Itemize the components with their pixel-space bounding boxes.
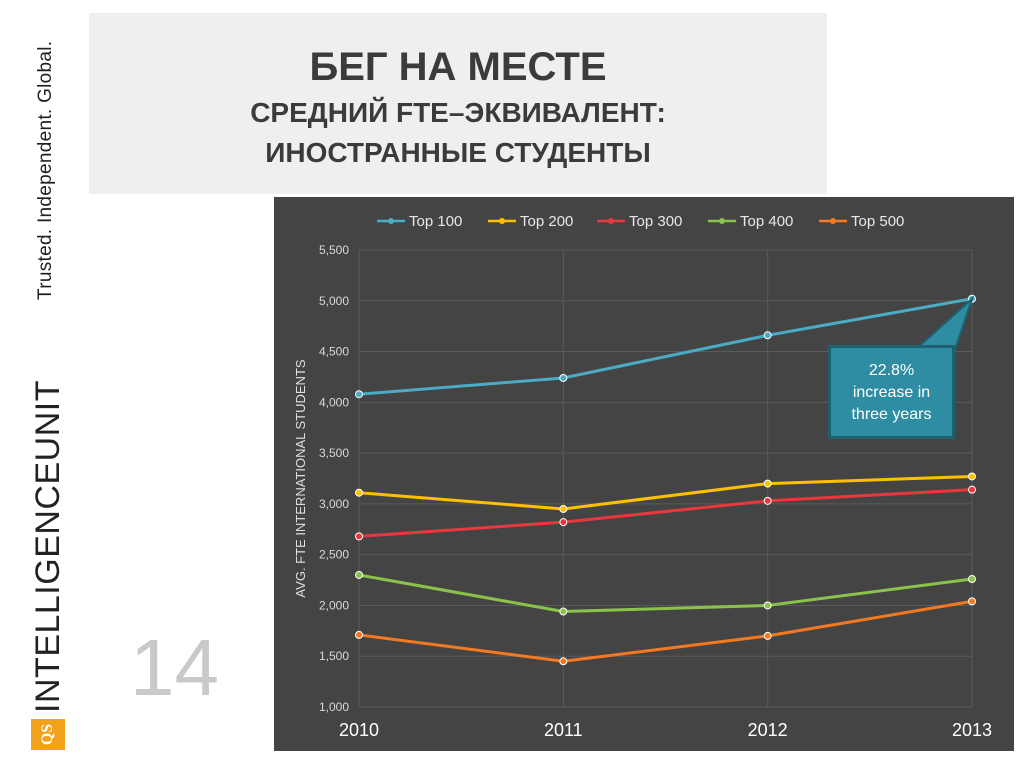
y-tick-label: 3,500 [319, 446, 349, 460]
series-line [358, 474, 973, 511]
qs-logo-icon: QS [31, 718, 65, 750]
data-point [763, 601, 772, 610]
data-point [763, 479, 772, 488]
x-tick-label: 2013 [952, 720, 992, 740]
legend-label: Top 100 [409, 213, 462, 230]
legend-label: Top 500 [851, 213, 904, 230]
callout-percent: 22.8% [868, 362, 915, 379]
y-tick-label: 2,000 [319, 598, 349, 612]
data-point [559, 518, 568, 527]
title-box: БЕГ НА МЕСТЕ СРЕДНИЙ FTE–ЭКВИВАЛЕНТ: ИНО… [89, 13, 827, 194]
logo: QS INTELLIGENCE UNIT [28, 380, 68, 750]
series-line [358, 599, 973, 663]
y-tick-label: 1,500 [319, 649, 349, 663]
y-tick-label: 3,000 [319, 497, 349, 511]
page-number: 14 [130, 623, 219, 712]
data-point [559, 657, 568, 666]
legend-swatch-dot [608, 218, 614, 224]
y-tick-label: 4,000 [319, 395, 349, 409]
y-tick-label: 1,000 [319, 700, 349, 714]
legend-label: Top 400 [740, 213, 793, 230]
series-line [358, 297, 973, 396]
logo-text-unit: UNIT [28, 380, 67, 462]
series-line [358, 488, 973, 538]
y-tick-label: 2,500 [319, 548, 349, 562]
tagline: Trusted. Independent. Global. [35, 40, 56, 300]
legend-swatch-dot [719, 218, 725, 224]
x-tick-label: 2010 [339, 720, 379, 740]
callout-box: 22.8% increase in three years [828, 345, 955, 439]
legend-swatch-dot [388, 218, 394, 224]
data-point [559, 504, 568, 513]
data-point [355, 390, 363, 399]
x-tick-label: 2011 [544, 720, 583, 740]
callout-line3: three years [851, 406, 932, 423]
data-point [968, 472, 976, 481]
y-tick-label: 5,000 [319, 294, 349, 308]
line-chart: 1,000 1,500 2,000 2,500 3,000 3,500 4,000 4,500… [293, 213, 992, 740]
y-axis-label: AVG. FTE INTERNATIONAL STUDENTS [293, 359, 308, 597]
logo-text-intelligence: INTELLIGENCE [28, 461, 67, 713]
chart-panel: 1,000 1,500 2,000 2,500 3,000 3,500 4,000 4,500… [274, 197, 1014, 751]
data-point [355, 570, 363, 579]
data-point [355, 532, 363, 541]
data-point [968, 575, 976, 584]
data-point [763, 496, 772, 505]
slide-subtitle-line1: СРЕДНИЙ FTE–ЭКВИВАЛЕНТ: [250, 97, 666, 128]
data-point [763, 631, 772, 640]
y-tick-label: 5,500 [319, 243, 349, 257]
legend-label: Top 300 [629, 213, 682, 230]
data-point [559, 373, 568, 382]
slide-subtitle-line2: ИНОСТРАННЫЕ СТУДЕНТЫ [265, 137, 651, 168]
callout-line2: increase in [852, 384, 931, 401]
data-point [355, 488, 363, 497]
legend-label: Top 200 [520, 213, 573, 230]
data-point [968, 485, 976, 494]
slide-title: БЕГ НА МЕСТЕ [309, 45, 607, 89]
data-point [355, 630, 363, 639]
legend-swatch-dot [499, 218, 505, 224]
series-line [358, 573, 973, 614]
data-point [968, 597, 976, 606]
y-tick-label: 4,500 [319, 345, 349, 359]
x-tick-label: 2012 [748, 720, 788, 740]
legend-swatch-dot [830, 218, 836, 224]
data-point [559, 607, 568, 616]
data-point [763, 331, 772, 340]
